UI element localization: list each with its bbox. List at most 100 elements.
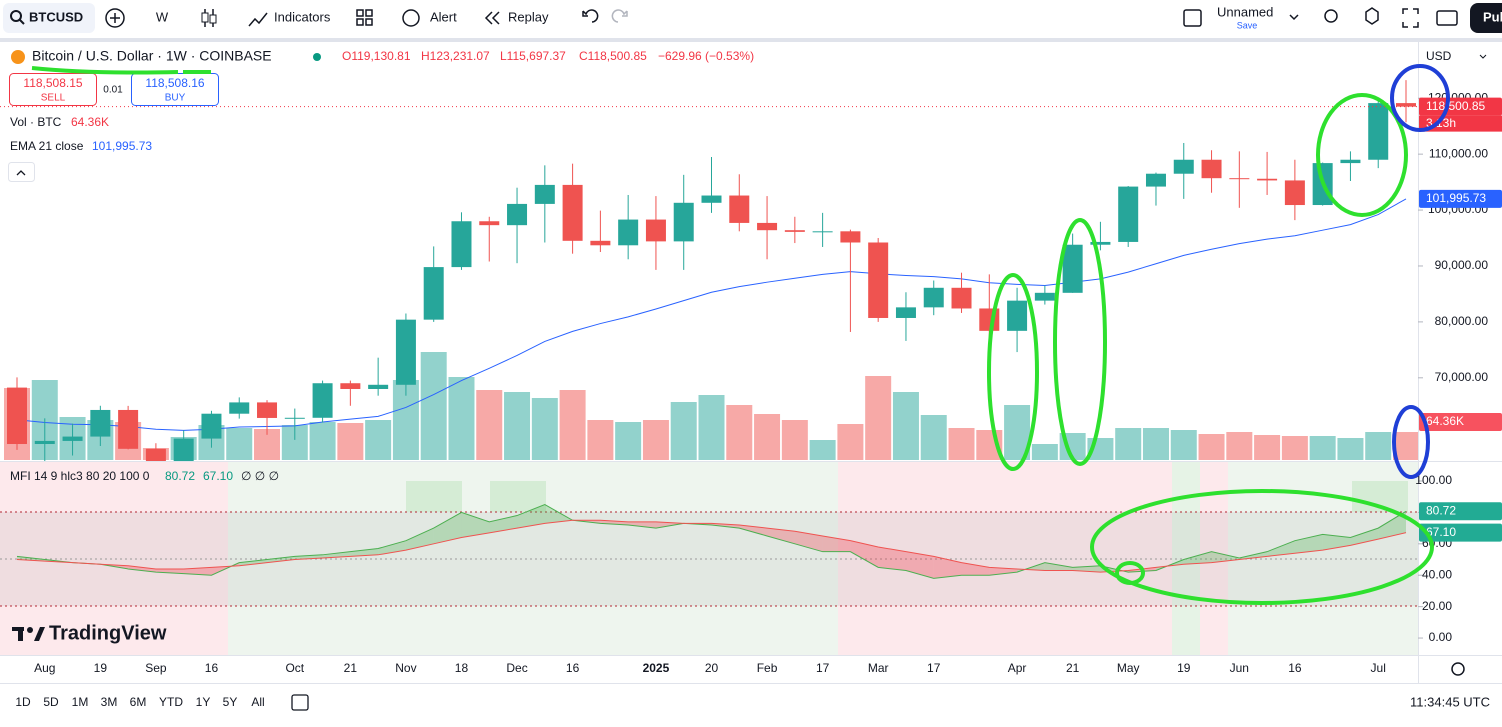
volume-bar xyxy=(448,377,475,460)
snapshot[interactable] xyxy=(1436,10,1458,26)
volume-bar xyxy=(226,428,253,460)
sell-price[interactable]: 118,508.15 xyxy=(23,76,82,90)
candle-body xyxy=(645,219,666,242)
ema-line xyxy=(16,198,1407,431)
layouts-icon[interactable] xyxy=(356,9,373,26)
time-label: 21 xyxy=(344,661,358,675)
candle-body xyxy=(1201,159,1222,179)
indicators[interactable]: Indicators xyxy=(274,9,331,24)
add-symbol-icon xyxy=(110,13,120,23)
candle-body xyxy=(257,402,278,418)
redo[interactable] xyxy=(611,9,628,23)
quick-search[interactable] xyxy=(1324,9,1338,23)
range-button[interactable]: All xyxy=(251,695,264,709)
candle-body xyxy=(451,221,472,268)
mfi-line xyxy=(16,504,1407,579)
volume-bar xyxy=(309,422,336,460)
spread: 0.01 xyxy=(103,85,123,96)
clock: 11:34:45 UTC xyxy=(1410,694,1490,709)
candle-body xyxy=(1145,173,1166,187)
range-button[interactable]: 1M xyxy=(72,695,89,709)
symbol-title: Bitcoin / U.S. Dollar · 1W · COINBASE xyxy=(32,48,272,64)
candle-body xyxy=(1229,178,1250,180)
candle-body xyxy=(34,440,55,445)
layout-name[interactable]: Unnamed xyxy=(1217,4,1273,19)
volume-bar xyxy=(337,423,364,460)
mfi-tick-label: 20.00 xyxy=(1422,599,1452,613)
currency-menu[interactable] xyxy=(1479,54,1487,59)
volume-bar xyxy=(1198,434,1225,460)
time-label: Mar xyxy=(868,661,889,675)
volume-bar xyxy=(531,398,558,460)
alert[interactable]: Alert xyxy=(430,9,457,24)
candle-body xyxy=(423,267,444,320)
candle-body xyxy=(368,384,389,389)
ema-legend-value: 101,995.73 xyxy=(92,139,152,153)
currency[interactable]: USD xyxy=(1426,49,1452,63)
candle-body xyxy=(701,195,722,203)
candle-body xyxy=(1368,103,1389,160)
candle-body xyxy=(562,184,583,241)
mfi-fill xyxy=(850,540,879,568)
sell-button[interactable] xyxy=(9,73,97,106)
layout-menu[interactable] xyxy=(1289,14,1299,21)
range-button[interactable]: 3M xyxy=(101,695,118,709)
symbol[interactable]: BTCUSD xyxy=(29,9,83,24)
add-symbol[interactable] xyxy=(105,8,125,28)
mfi-fill xyxy=(1267,540,1295,557)
range-button[interactable]: 6M xyxy=(130,695,147,709)
volume-bar xyxy=(1254,435,1281,460)
replay-icon xyxy=(484,11,500,25)
footer: 1D 5D 1M 3M 6M YTD 1Y 5Y All xyxy=(15,695,264,709)
mfi-fill xyxy=(183,567,212,576)
range-button[interactable]: 5Y xyxy=(223,695,238,709)
publish[interactable]: Pub xyxy=(1483,9,1502,24)
logo: TradingView xyxy=(49,622,167,644)
volume-legend-value: 64.36K xyxy=(71,115,109,129)
time-label: 20 xyxy=(705,661,719,675)
volume-bar xyxy=(698,395,725,460)
time-label: 17 xyxy=(927,661,941,675)
undo[interactable] xyxy=(582,9,599,23)
fullscreen[interactable] xyxy=(1402,8,1419,28)
candle-body xyxy=(1284,180,1305,206)
sell-label[interactable]: SELL xyxy=(41,93,66,104)
mfi-label: 80.72 xyxy=(1426,503,1456,517)
price-pane xyxy=(0,80,1418,461)
buy-price[interactable]: 118,508.16 xyxy=(145,76,204,90)
range-button[interactable]: 5D xyxy=(43,695,59,709)
save[interactable]: Save xyxy=(1237,20,1258,30)
buy-label[interactable]: BUY xyxy=(165,93,186,104)
candle-body xyxy=(1062,244,1083,293)
date-range[interactable] xyxy=(291,694,309,711)
mfi-fill xyxy=(489,515,518,533)
candle-body xyxy=(1340,159,1361,164)
settings[interactable] xyxy=(1365,7,1379,25)
candle-body xyxy=(812,231,833,233)
time-label: Jul xyxy=(1371,661,1386,675)
mfi-signal-label-box xyxy=(1419,523,1502,542)
replay[interactable]: Replay xyxy=(508,9,549,24)
layout-checkbox[interactable] xyxy=(1183,9,1202,27)
range-button[interactable]: 1Y xyxy=(196,695,211,709)
volume-label-box xyxy=(1419,413,1502,432)
interval[interactable]: W xyxy=(156,9,169,24)
volume-bar xyxy=(1365,432,1392,460)
range-button[interactable]: YTD xyxy=(159,695,183,709)
mfi-signal-legend-value: 67.10 xyxy=(203,469,233,483)
volume-bar xyxy=(1337,438,1364,460)
range-button[interactable]: 1D xyxy=(15,695,31,709)
axis-settings[interactable] xyxy=(1451,662,1465,676)
candle-body xyxy=(951,287,972,309)
mfi-fill xyxy=(461,512,490,538)
symbol-button[interactable] xyxy=(3,3,95,33)
candle-body xyxy=(895,307,916,318)
candle-body xyxy=(62,436,83,441)
volume-bar xyxy=(670,402,697,460)
mfi-fill xyxy=(905,551,934,579)
publish-button[interactable] xyxy=(1470,3,1502,33)
candle-body xyxy=(590,240,611,246)
mfi-pane xyxy=(16,504,1407,579)
candle-body xyxy=(312,383,333,418)
time-label: Aug xyxy=(34,661,55,675)
